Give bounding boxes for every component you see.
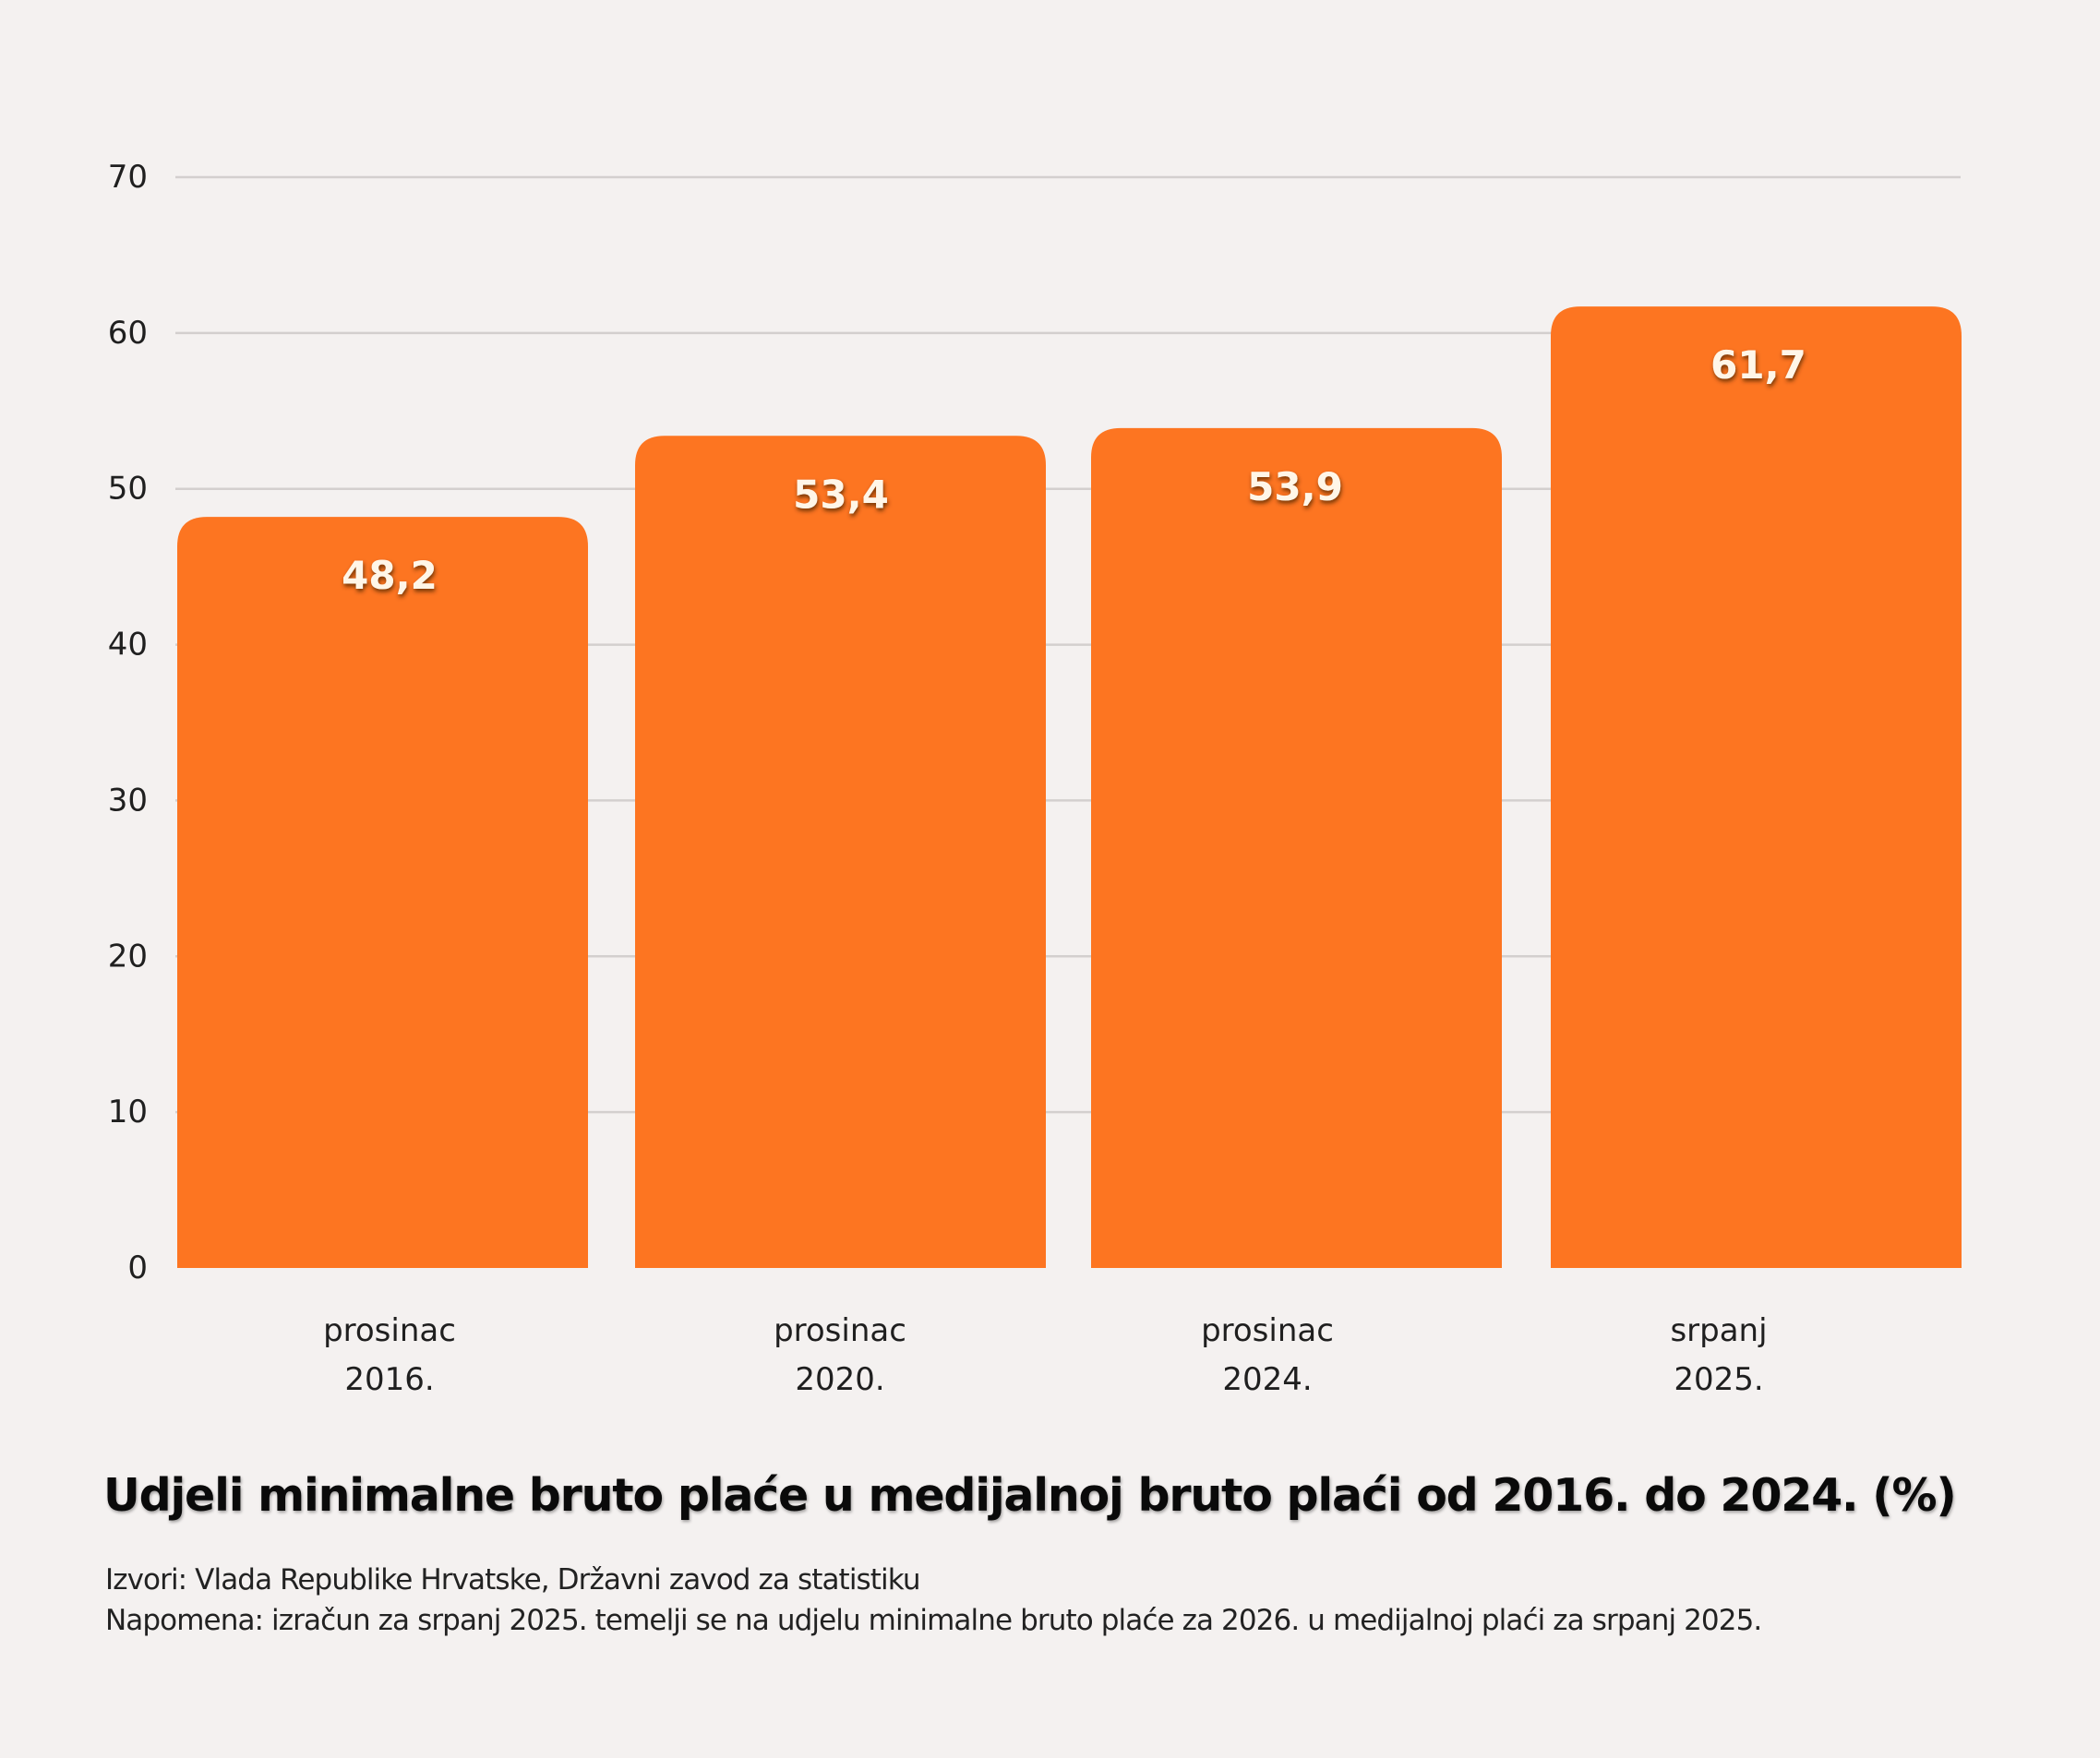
bar xyxy=(1091,427,1502,1268)
x-tick-label-year: 2016. xyxy=(344,1361,434,1398)
methodology-note: Napomena: izračun za srpanj 2025. temelj… xyxy=(105,1604,1762,1637)
value-label: 53,4 xyxy=(793,472,889,517)
value-label: 53,9 xyxy=(1247,464,1343,509)
x-tick-label-month: prosinac xyxy=(774,1312,906,1349)
x-tick-label-month: srpanj xyxy=(1670,1312,1767,1349)
y-tick-label: 0 xyxy=(127,1250,148,1286)
y-tick-label: 30 xyxy=(108,782,148,819)
x-tick-label-year: 2020. xyxy=(795,1361,884,1398)
y-axis: 0 10 20 30 40 50 60 70 xyxy=(108,159,148,1286)
y-tick-label: 20 xyxy=(108,938,148,975)
bar xyxy=(1551,306,1962,1269)
y-tick-label: 50 xyxy=(108,471,148,508)
x-axis: prosinac 2016. prosinac 2020. prosinac 2024. s… xyxy=(323,1312,1767,1398)
x-tick-label-month: prosinac xyxy=(1201,1312,1334,1349)
y-tick-label: 60 xyxy=(108,315,148,352)
bar xyxy=(635,436,1046,1268)
y-tick-label: 40 xyxy=(108,627,148,664)
x-tick-label-year: 2024. xyxy=(1222,1361,1312,1398)
bars xyxy=(177,306,1962,1269)
bar xyxy=(177,517,588,1268)
y-tick-label: 70 xyxy=(108,159,148,196)
value-labels: 48,2 53,4 53,9 61,7 xyxy=(342,342,1806,598)
bar-chart: 0 10 20 30 40 50 60 70 48,2 53,4 53,9 61,7 prosina… xyxy=(108,159,1962,1398)
source-note: Izvori: Vlada Republike Hrvatske, Državn… xyxy=(105,1563,920,1597)
value-label: 48,2 xyxy=(342,553,438,598)
x-tick-label-year: 2025. xyxy=(1674,1361,1763,1398)
x-tick-label-month: prosinac xyxy=(323,1312,456,1349)
y-tick-label: 10 xyxy=(108,1094,148,1130)
chart-title: Udjeli minimalne bruto plaće u medijalno… xyxy=(103,1469,1957,1522)
value-label: 61,7 xyxy=(1710,342,1806,388)
